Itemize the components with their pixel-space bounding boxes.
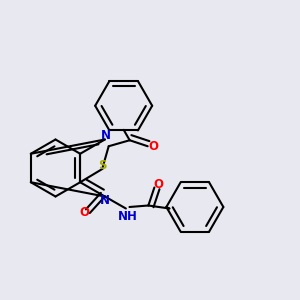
Text: O: O bbox=[80, 206, 89, 220]
Text: S: S bbox=[98, 159, 107, 172]
Text: N: N bbox=[101, 129, 111, 142]
Text: N: N bbox=[100, 194, 110, 207]
Text: NH: NH bbox=[118, 209, 138, 223]
Text: O: O bbox=[149, 140, 159, 153]
Text: O: O bbox=[154, 178, 164, 191]
